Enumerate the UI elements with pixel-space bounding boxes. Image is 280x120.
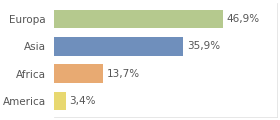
Text: 13,7%: 13,7%	[107, 69, 140, 79]
Text: 3,4%: 3,4%	[69, 96, 96, 106]
Text: 46,9%: 46,9%	[226, 14, 260, 24]
Bar	[53, 92, 66, 110]
Bar	[53, 37, 183, 56]
Bar	[53, 10, 223, 28]
Text: 35,9%: 35,9%	[187, 41, 220, 51]
Bar	[53, 64, 103, 83]
